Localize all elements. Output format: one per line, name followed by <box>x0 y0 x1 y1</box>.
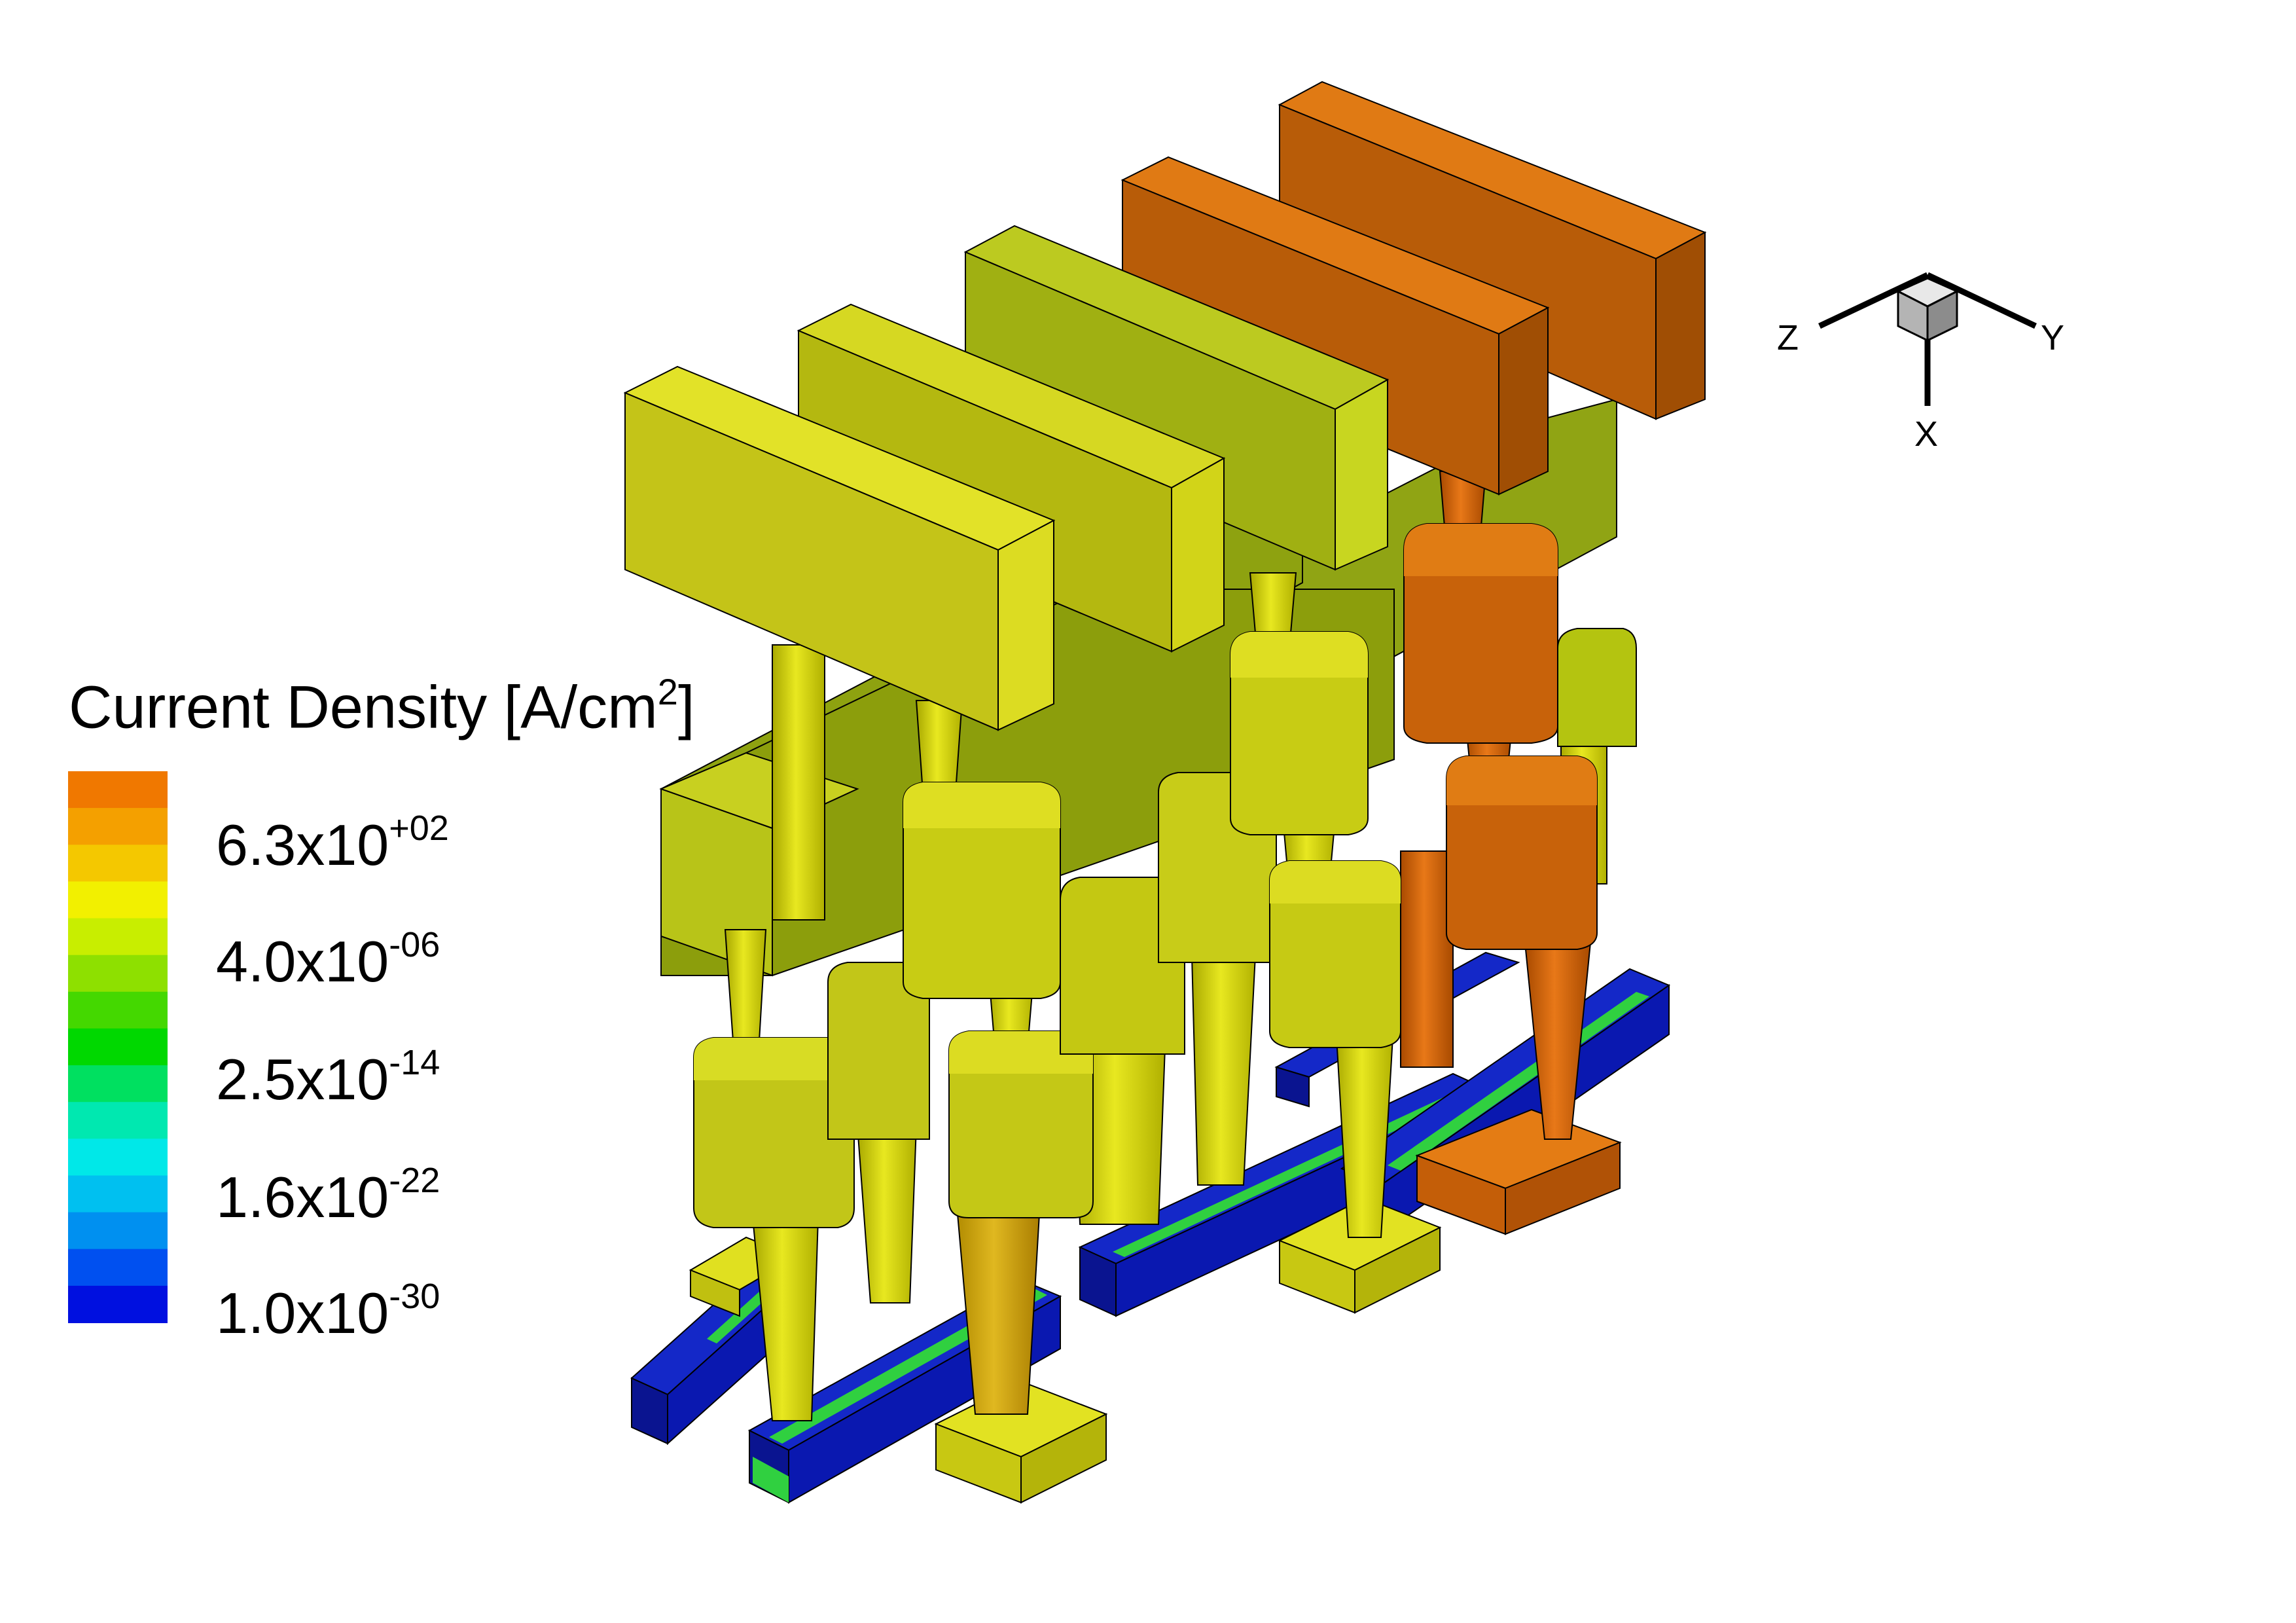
axis-label-x: X <box>1914 414 1939 454</box>
color-bar-band <box>68 771 168 809</box>
color-bar-band <box>68 881 168 919</box>
color-bar-band <box>68 1212 168 1250</box>
color-bar-band <box>68 1175 168 1213</box>
color-bar-band <box>68 991 168 1029</box>
legend-title-exponent: 2 <box>657 671 678 712</box>
via-pads <box>693 523 1637 1228</box>
legend-title: Current Density [A/cm2] <box>69 671 695 741</box>
color-bar-band <box>68 1102 168 1140</box>
color-bar-band <box>68 1065 168 1103</box>
legend-tick-label: 6.3x10+02 <box>216 808 449 877</box>
legend-tick-label: 4.0x10-06 <box>216 924 440 994</box>
color-bar-band <box>68 808 168 846</box>
legend-tick-label: 1.6x10-22 <box>216 1160 440 1230</box>
legend-tick-label: 2.5x10-14 <box>216 1042 440 1112</box>
color-bar-band <box>68 1285 168 1323</box>
color-bar-band <box>68 1249 168 1286</box>
axis-label-y: Y <box>2041 318 2065 357</box>
color-bar-band <box>68 845 168 883</box>
color-bar <box>68 771 168 1323</box>
top-blocks <box>623 81 1707 731</box>
axis-label-z: Z <box>1777 318 1799 357</box>
color-bar-band <box>68 1028 168 1066</box>
color-bar-band <box>68 955 168 993</box>
color-bar-band <box>68 918 168 956</box>
color-bar-band <box>68 1139 168 1176</box>
orientation-triad <box>1818 272 2037 406</box>
legend-tick-label: 1.0x10-30 <box>216 1276 440 1345</box>
